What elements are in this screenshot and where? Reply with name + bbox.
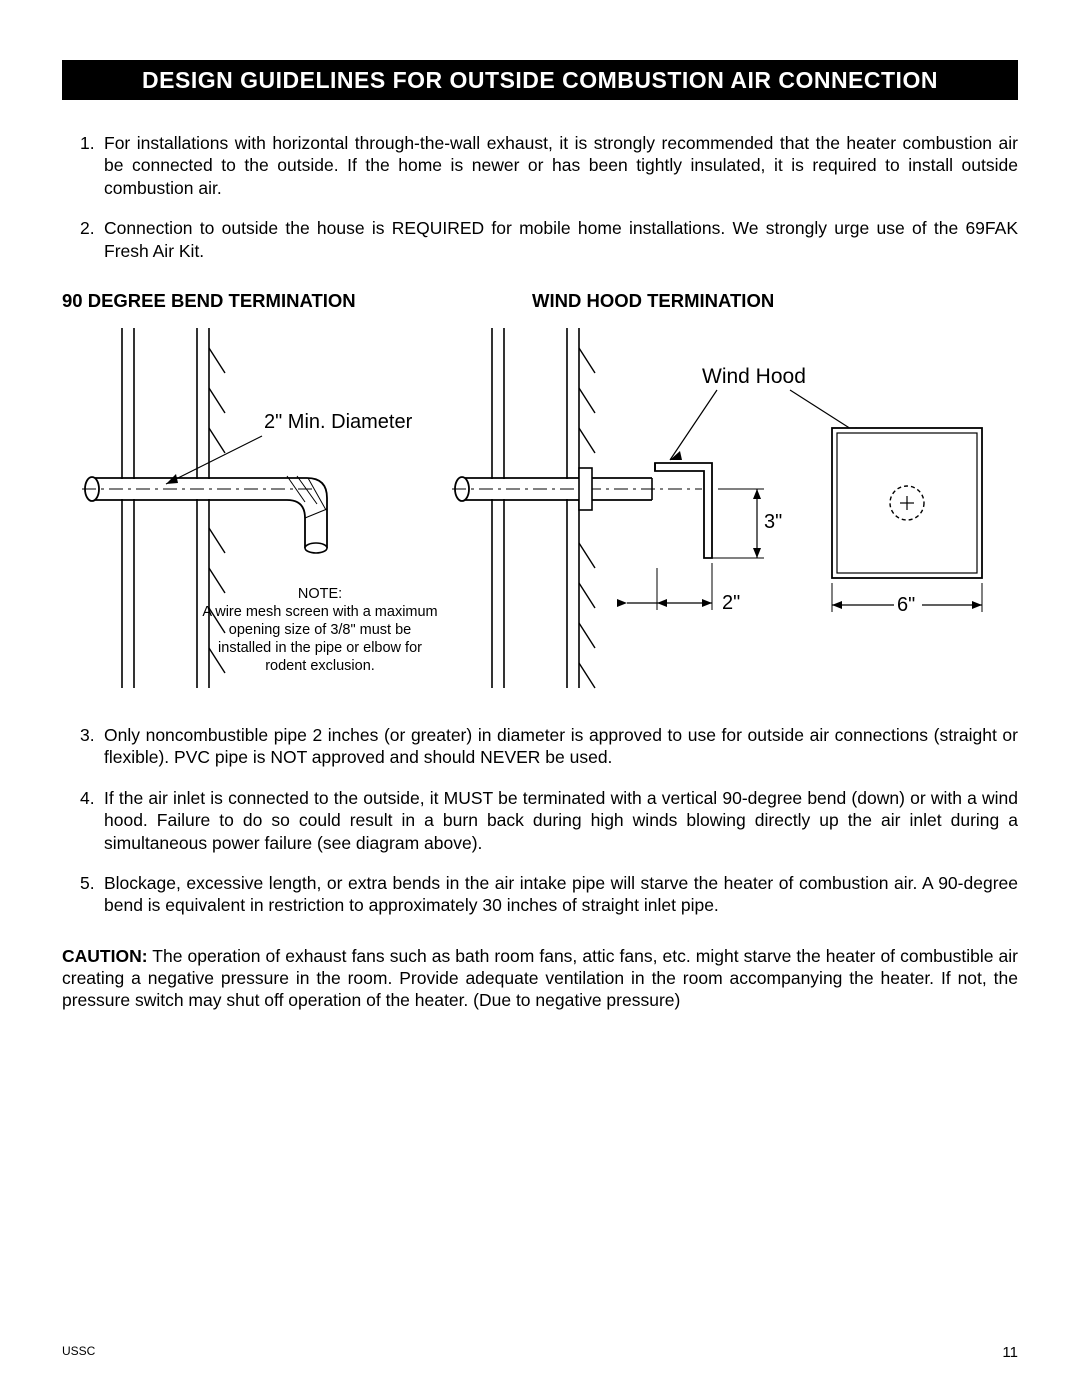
page-title: DESIGN GUIDELINES FOR OUTSIDE COMBUSTION… bbox=[62, 60, 1018, 100]
left-diagram: 2" Min. Diameter NOTE: A wire mesh scree… bbox=[82, 328, 438, 688]
subtitle-left: 90 DEGREE BEND TERMINATION bbox=[62, 290, 532, 312]
note-line: rodent exclusion. bbox=[265, 658, 375, 674]
list-item: 2.Connection to outside the house is REQ… bbox=[84, 217, 1018, 262]
caution-paragraph: CAUTION: The operation of exhaust fans s… bbox=[62, 945, 1018, 1012]
min-diameter-label: 2" Min. Diameter bbox=[264, 411, 413, 433]
note-line: A wire mesh screen with a maximum bbox=[202, 604, 437, 620]
list-text: Only noncombustible pipe 2 inches (or gr… bbox=[104, 725, 1018, 767]
list-item: 4.If the air inlet is connected to the o… bbox=[84, 787, 1018, 854]
right-diagram: 3" 2" Wind Hood bbox=[452, 328, 982, 688]
list-text: Connection to outside the house is REQUI… bbox=[104, 218, 1018, 260]
subtitle-right: WIND HOOD TERMINATION bbox=[532, 290, 774, 312]
dim-6: 6" bbox=[897, 594, 915, 616]
caution-label: CAUTION: bbox=[62, 946, 148, 966]
dim-2: 2" bbox=[722, 592, 740, 614]
page-footer: USSC 11 bbox=[62, 1344, 1018, 1361]
list-number: 5. bbox=[80, 872, 95, 894]
footer-page-number: 11 bbox=[1002, 1344, 1018, 1361]
list-text: Blockage, excessive length, or extra ben… bbox=[104, 873, 1018, 915]
list-item: 3.Only noncombustible pipe 2 inches (or … bbox=[84, 724, 1018, 769]
list-text: If the air inlet is connected to the out… bbox=[104, 788, 1018, 853]
list-item: 1.For installations with horizontal thro… bbox=[84, 132, 1018, 199]
list-number: 2. bbox=[80, 217, 95, 239]
diagram-subtitles: 90 DEGREE BEND TERMINATION WIND HOOD TER… bbox=[62, 290, 1018, 312]
dim-3: 3" bbox=[764, 511, 782, 533]
list-text: For installations with horizontal throug… bbox=[104, 133, 1018, 198]
list-number: 1. bbox=[80, 132, 95, 154]
note-title: NOTE: bbox=[298, 586, 342, 602]
list-number: 3. bbox=[80, 724, 95, 746]
diagram: 2" Min. Diameter NOTE: A wire mesh scree… bbox=[62, 318, 1018, 698]
top-list: 1. For installations with horizontal thro… bbox=[62, 132, 1018, 262]
note-line: opening size of 3/8" must be bbox=[229, 622, 411, 638]
caution-text: The operation of exhaust fans such as ba… bbox=[62, 946, 1018, 1011]
list-number: 4. bbox=[80, 787, 95, 809]
footer-left: USSC bbox=[62, 1344, 95, 1361]
wind-hood-label: Wind Hood bbox=[702, 365, 806, 388]
page: DESIGN GUIDELINES FOR OUTSIDE COMBUSTION… bbox=[0, 0, 1080, 1012]
note-line: installed in the pipe or elbow for bbox=[218, 640, 422, 656]
bottom-list: 3. Only noncombustible pipe 2 inches (or … bbox=[62, 724, 1018, 917]
list-item: 5.Blockage, excessive length, or extra b… bbox=[84, 872, 1018, 917]
